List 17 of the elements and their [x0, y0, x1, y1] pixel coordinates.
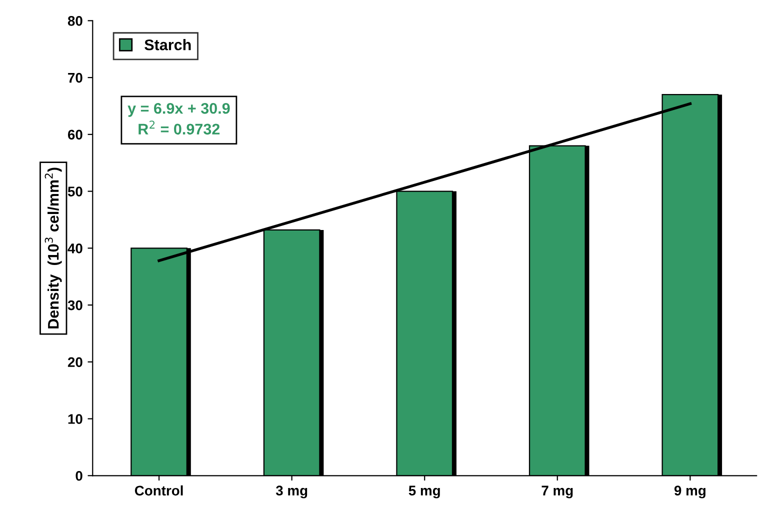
annotation: y = 6.9x + 30.9 R$^{2}$ = 0.9732 — [128, 102, 230, 135]
y-tick-label: 20 — [68, 357, 82, 368]
y-tick-label: 30 — [68, 300, 82, 310]
x-tick-label: 7 mg — [542, 486, 573, 498]
x-tick-label: 9 mg — [674, 486, 706, 498]
y-axis-title: Density (10$^{3}$ cel/mm$^{2}$) — [44, 168, 62, 328]
y-tick-label: 60 — [68, 130, 82, 140]
y-tick-label: 70 — [68, 72, 82, 83]
y-tick-label: 10 — [68, 414, 82, 424]
x-tick-label: Control — [134, 485, 183, 496]
y-tick-label: 80 — [68, 16, 82, 26]
x-tick-label: 5 mg — [408, 486, 440, 498]
y-tick-label: 0 — [76, 470, 82, 481]
y-tick-label: 50 — [68, 186, 82, 196]
y-tick-label: 40 — [68, 243, 82, 254]
legend-label: Starch — [144, 39, 191, 50]
x-tick-label: 3 mg — [276, 486, 308, 498]
